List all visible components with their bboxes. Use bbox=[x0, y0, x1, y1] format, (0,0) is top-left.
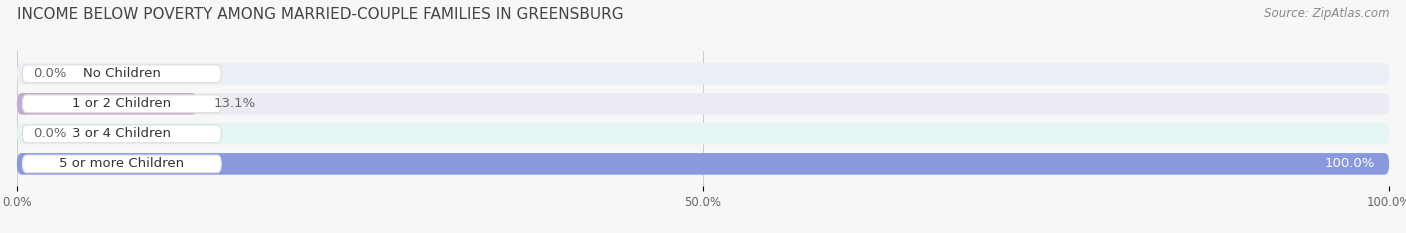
Text: 3 or 4 Children: 3 or 4 Children bbox=[72, 127, 172, 140]
FancyBboxPatch shape bbox=[17, 123, 1389, 145]
FancyBboxPatch shape bbox=[22, 155, 221, 173]
Text: 1 or 2 Children: 1 or 2 Children bbox=[72, 97, 172, 110]
Text: No Children: No Children bbox=[83, 67, 160, 80]
Text: 13.1%: 13.1% bbox=[214, 97, 256, 110]
Text: INCOME BELOW POVERTY AMONG MARRIED-COUPLE FAMILIES IN GREENSBURG: INCOME BELOW POVERTY AMONG MARRIED-COUPL… bbox=[17, 7, 623, 22]
Text: 5 or more Children: 5 or more Children bbox=[59, 157, 184, 170]
Text: Source: ZipAtlas.com: Source: ZipAtlas.com bbox=[1264, 7, 1389, 20]
FancyBboxPatch shape bbox=[17, 93, 197, 115]
Text: 100.0%: 100.0% bbox=[1324, 157, 1375, 170]
Text: 0.0%: 0.0% bbox=[34, 67, 67, 80]
FancyBboxPatch shape bbox=[17, 63, 1389, 85]
FancyBboxPatch shape bbox=[17, 153, 1389, 175]
FancyBboxPatch shape bbox=[22, 95, 221, 113]
FancyBboxPatch shape bbox=[22, 65, 221, 83]
Text: 0.0%: 0.0% bbox=[34, 127, 67, 140]
FancyBboxPatch shape bbox=[22, 125, 221, 143]
FancyBboxPatch shape bbox=[17, 93, 1389, 115]
FancyBboxPatch shape bbox=[17, 153, 1389, 175]
